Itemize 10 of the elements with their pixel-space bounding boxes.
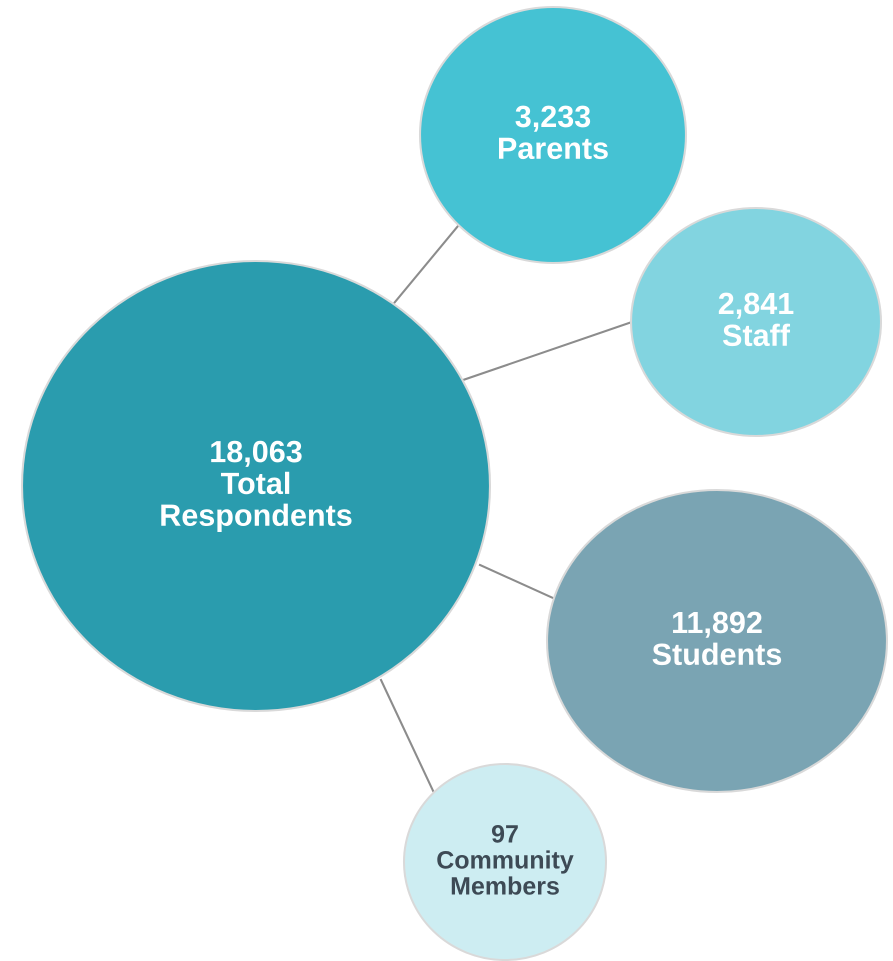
data-label: 2,841	[718, 292, 794, 319]
category-label: Students	[652, 642, 782, 666]
data-label: 18,063	[211, 440, 302, 467]
data-label: 11,892	[673, 612, 762, 638]
category-label: Staff	[722, 324, 790, 346]
category-label: Community Members	[437, 850, 574, 895]
data-label: 3,233	[515, 106, 590, 132]
category-label: Parents	[499, 138, 608, 160]
data-label: 97	[492, 824, 518, 843]
category-label: Total Respondents	[161, 472, 352, 532]
